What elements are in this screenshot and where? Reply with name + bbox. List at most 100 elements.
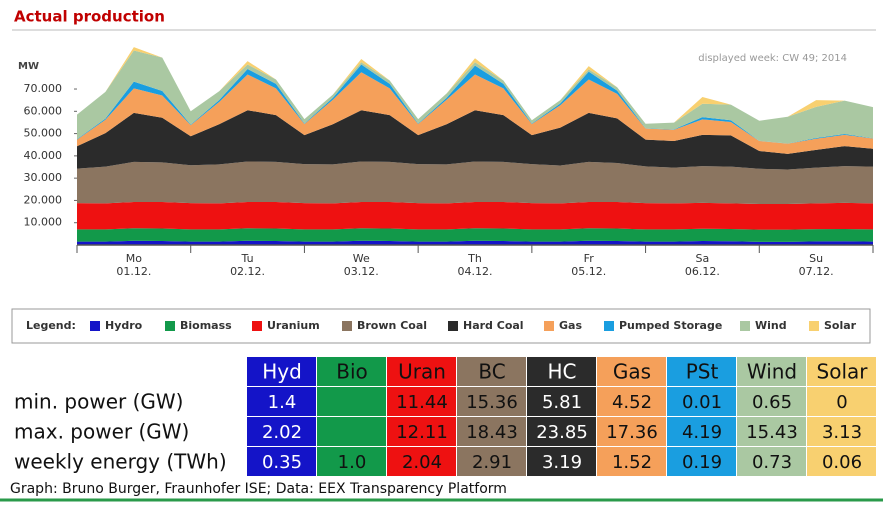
y-tick-label: 30.000 xyxy=(24,171,63,184)
legend-label: Uranium xyxy=(267,319,320,332)
table-header: HC xyxy=(547,360,576,384)
table-header-cell xyxy=(667,357,736,386)
table-cell xyxy=(807,387,876,416)
x-tick-label: Tu 02.12. xyxy=(230,252,265,278)
table-value: 0 xyxy=(836,392,847,413)
table-value: 0.73 xyxy=(752,452,792,473)
table-cell xyxy=(457,447,526,476)
table-cell xyxy=(457,417,526,446)
table-value: 5.81 xyxy=(542,392,582,413)
footer: Graph: Bruno Burger, Fraunhofer ISE; Dat… xyxy=(10,481,507,497)
table-cell xyxy=(387,417,456,446)
table-value: 4.52 xyxy=(612,392,652,413)
legend-swatch xyxy=(165,321,175,331)
table-header: Gas xyxy=(613,360,651,384)
table-cell xyxy=(807,447,876,476)
table-cell xyxy=(317,417,386,446)
row-label: min. power (GW) xyxy=(14,390,183,414)
table-value: 0.65 xyxy=(752,392,792,413)
table-cell xyxy=(387,387,456,416)
legend-box xyxy=(11,308,871,344)
table-value: 1.4 xyxy=(268,392,297,413)
table-header-cell xyxy=(457,357,526,386)
legend-swatch xyxy=(604,321,614,331)
legend-label: Solar xyxy=(824,319,857,332)
area xyxy=(77,201,873,230)
table-cell xyxy=(317,387,386,416)
legend-label: Biomass xyxy=(180,319,232,332)
legend-label: Hard Coal xyxy=(463,319,524,332)
table-value: 1.0 xyxy=(338,452,367,473)
y-tick-label: 40.000 xyxy=(24,149,63,162)
legend-swatch xyxy=(90,321,100,331)
legend-label: Hydro xyxy=(105,319,143,332)
legend-label: Gas xyxy=(559,319,582,332)
x-tick-label: Fr 05.12. xyxy=(571,252,606,278)
legend-swatch xyxy=(809,321,819,331)
area xyxy=(77,72,873,154)
table-header-cell xyxy=(597,357,666,386)
y-tick-label: 10.000 xyxy=(24,216,63,229)
table-cell xyxy=(737,447,806,476)
legend-swatch xyxy=(252,321,262,331)
area xyxy=(77,228,873,242)
table-value: 0.01 xyxy=(682,392,722,413)
table-value: 12.11 xyxy=(396,422,448,443)
table-cell xyxy=(387,447,456,476)
area xyxy=(77,240,873,245)
table-cell xyxy=(527,447,596,476)
table-header-cell xyxy=(317,357,386,386)
table-cell xyxy=(667,447,736,476)
table-cell xyxy=(247,387,316,416)
x-tick-label: Mo 01.12. xyxy=(116,252,151,278)
y-tick-label: 20.000 xyxy=(24,193,63,206)
y-tick-label: 50.000 xyxy=(24,127,63,140)
legend-label: Wind xyxy=(755,319,787,332)
legend-swatch xyxy=(448,321,458,331)
x-tick-label: Su 07.12. xyxy=(799,252,834,278)
table-value: 15.43 xyxy=(746,422,798,443)
table-header: Hyd xyxy=(262,360,302,384)
table-cell xyxy=(667,387,736,416)
table-cell xyxy=(807,417,876,446)
table-value: 23.85 xyxy=(536,422,588,443)
table-header-cell xyxy=(737,357,806,386)
table-header-cell xyxy=(527,357,596,386)
table-header: PSt xyxy=(686,360,719,384)
table-cell xyxy=(597,417,666,446)
legend-swatch xyxy=(544,321,554,331)
table-header-cell xyxy=(247,357,316,386)
area xyxy=(77,161,873,204)
table-value: 2.91 xyxy=(472,452,512,473)
table-value: 3.19 xyxy=(542,452,582,473)
table-cell xyxy=(597,387,666,416)
table-cell xyxy=(737,387,806,416)
table-header: Uran xyxy=(398,360,446,384)
chart-title: Actual production xyxy=(14,8,165,26)
table-cell xyxy=(667,417,736,446)
table-cell xyxy=(247,417,316,446)
area xyxy=(77,64,873,144)
table-value: 15.36 xyxy=(466,392,518,413)
x-tick-label: Sa 06.12. xyxy=(685,252,720,278)
table-header-cell xyxy=(387,357,456,386)
table-cell xyxy=(317,447,386,476)
table-header: Solar xyxy=(817,360,869,384)
table-value: 18.43 xyxy=(466,422,518,443)
legend-label: Pumped Storage xyxy=(619,319,722,332)
table-header: Bio xyxy=(336,360,368,384)
table-header: Wind xyxy=(747,360,797,384)
table-header: BC xyxy=(478,360,505,384)
table-value: 17.36 xyxy=(606,422,658,443)
table-cell xyxy=(527,417,596,446)
table-value: 4.19 xyxy=(682,422,722,443)
y-unit: MW xyxy=(18,61,39,72)
table-value: 2.02 xyxy=(262,422,302,443)
table-header-cell xyxy=(807,357,876,386)
table-value: 1.52 xyxy=(612,452,652,473)
legend-label: Brown Coal xyxy=(357,319,427,332)
area xyxy=(77,110,873,170)
x-tick-label: Th 04.12. xyxy=(458,252,493,278)
y-tick-label: 60.000 xyxy=(24,104,63,117)
